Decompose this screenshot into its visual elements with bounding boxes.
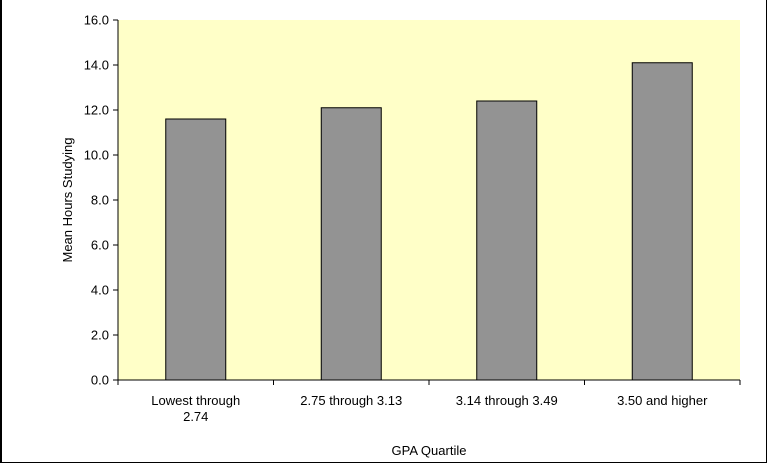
y-tick-label: 4.0 [91, 283, 109, 298]
y-tick-label: 16.0 [84, 13, 109, 28]
x-axis-title: GPA Quartile [392, 443, 467, 458]
x-tick-label: Lowest through 2.74 [151, 393, 240, 424]
y-tick-label: 10.0 [84, 148, 109, 163]
y-tick-label: 6.0 [91, 238, 109, 253]
y-tick-label: 0.0 [91, 373, 109, 388]
bar [165, 118, 227, 381]
bar [320, 107, 382, 381]
bars [165, 62, 693, 381]
x-tick-label: 2.75 through 3.13 [300, 393, 402, 408]
x-tick-label: 3.14 through 3.49 [456, 393, 558, 408]
y-axis-title: Mean Hours Studying [60, 137, 75, 262]
bar [476, 100, 538, 381]
bar [631, 62, 693, 381]
y-tick-label: 8.0 [91, 193, 109, 208]
y-tick-label: 14.0 [84, 58, 109, 73]
x-tick-label: 3.50 and higher [617, 393, 708, 408]
y-tick-label: 12.0 [84, 103, 109, 118]
x-axis-ticks: Lowest through 2.74 2.75 through 3.13 3.14 … [117, 380, 741, 424]
y-axis-ticks: 0.0 2.0 4.0 6.0 8.0 10.0 12.0 14.0 16.0 [84, 13, 118, 388]
y-tick-label: 2.0 [91, 328, 109, 343]
